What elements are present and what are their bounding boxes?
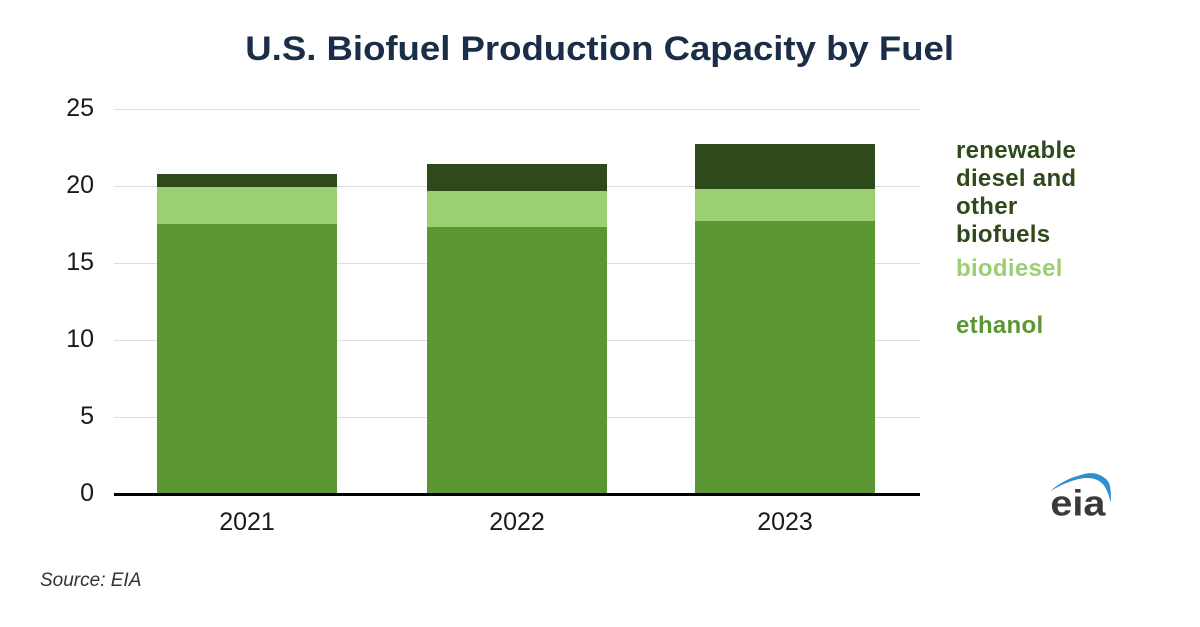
svg-text:eia: eia	[1050, 483, 1106, 522]
